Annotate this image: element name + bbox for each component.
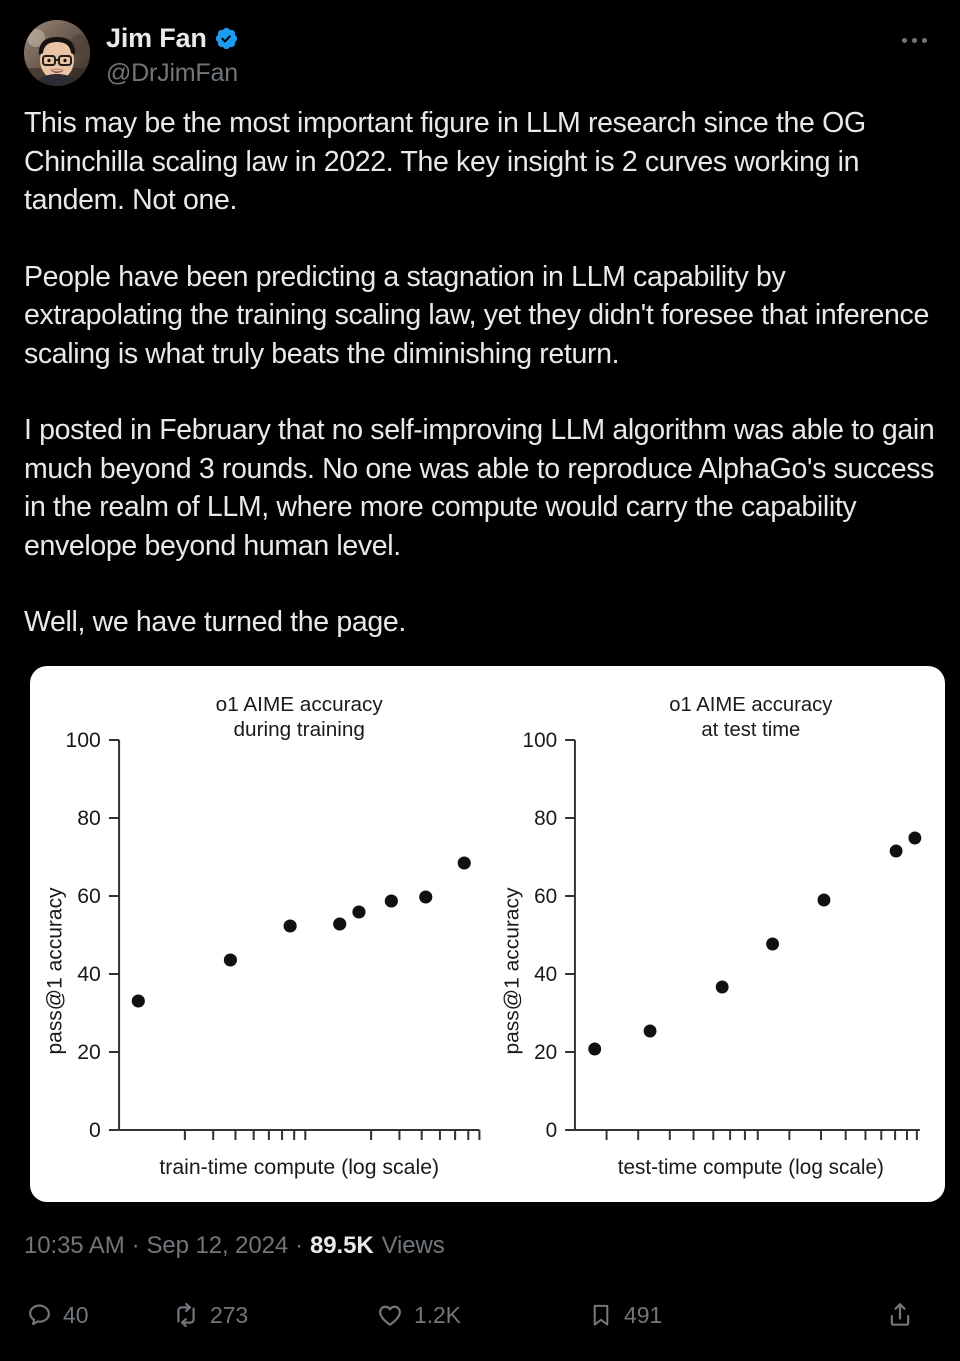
more-dot [921,37,927,43]
data-point [643,1024,656,1037]
y-tick-60: 60 [77,885,101,908]
data-point [889,844,903,857]
bookmark-icon [593,1304,609,1326]
like-count: 1.2K [414,1301,461,1328]
y-axis: 100 80 60 40 20 0 [522,728,576,1142]
more-options-button[interactable] [892,26,936,54]
author-handle[interactable]: @DrJimFan [106,59,238,87]
data-point [283,919,297,932]
charts-container: o1 AIME accuracy during training pass@1 … [30,666,945,1202]
meta-separator: · [295,1231,304,1259]
retweet-icon [177,1302,195,1328]
tweet-header: Jim Fan @DrJimFan [0,0,960,100]
chart-test-time-svg: o1 AIME accuracy at test time pass@1 acc… [500,693,921,1179]
y-tick-0: 0 [89,1119,101,1142]
data-point [333,917,347,930]
chart-train-time-svg: o1 AIME accuracy during training pass@1 … [43,693,481,1179]
chart-ylabel: pass@1 accuracy [500,886,523,1054]
chart-title-line1: o1 AIME accuracy [669,693,833,715]
verified-badge-icon [215,27,237,49]
tweet-paragraph-3: I posted in February that no self-improv… [24,414,935,562]
chart-title-line1: o1 AIME accuracy [216,693,384,716]
y-tick-100: 100 [522,728,557,751]
scatter-points [587,831,921,1055]
tweet-time: 10:35 AM [24,1231,125,1259]
scatter-points [131,856,471,1007]
share-icon [890,1303,910,1326]
data-point [131,994,145,1007]
author-name-row[interactable]: Jim Fan [106,22,239,54]
bookmark-button[interactable]: 491 [588,1302,788,1329]
tweet-meta: 10:35 AM · Sep 12, 2024 · 89.5K Views [0,1230,960,1262]
chart-xlabel: test-time compute (log scale) [617,1155,883,1178]
y-tick-20: 20 [77,1041,101,1064]
chart-title-line2: at test time [701,718,800,740]
data-point [223,953,237,966]
tweet-action-bar: 40 273 1.2K 491 [0,1287,960,1343]
reply-count: 40 [63,1301,89,1328]
data-point [419,890,433,903]
tweet-paragraph-1: This may be the most important figure in… [24,107,866,216]
more-dot [901,37,907,43]
like-button[interactable]: 1.2K [376,1301,588,1329]
views-count: 89.5K [310,1231,374,1259]
chart-xlabel: train-time compute (log scale) [159,1156,439,1179]
data-point [765,937,779,950]
heart-icon [379,1305,401,1326]
x-axis: test-time compute (log scale) [574,1128,920,1179]
tweet-media-card[interactable]: o1 AIME accuracy during training pass@1 … [30,665,945,1202]
more-dot [911,37,917,43]
tweet-date: Sep 12, 2024 [146,1231,289,1259]
display-name: Jim Fan [106,23,207,53]
retweet-count: 273 [210,1301,249,1328]
reply-button[interactable]: 40 [26,1302,172,1329]
author-block: Jim Fan @DrJimFan [106,20,239,89]
tweet-text: This may be the most important figure in… [0,104,960,642]
x-axis: train-time compute (log scale) [119,1128,481,1179]
meta-separator: · [131,1231,140,1259]
bookmark-count: 491 [624,1301,663,1328]
y-tick-40: 40 [77,963,101,986]
share-button[interactable] [886,1301,924,1329]
y-axis: 100 80 60 40 20 0 [65,729,121,1142]
retweet-button[interactable]: 273 [172,1301,376,1329]
chart-ylabel: pass@1 accuracy [43,887,66,1055]
avatar-photo [24,20,90,86]
views-label: Views [381,1231,445,1259]
data-point [384,894,398,907]
y-tick-0: 0 [545,1118,557,1141]
tweet-paragraph-2: People have been predicting a stagnation… [24,260,929,370]
data-point [587,1042,601,1055]
y-tick-60: 60 [534,884,557,907]
reply-icon [29,1304,50,1325]
tweet-paragraph-4: Well, we have turned the page. [24,606,406,638]
data-point [907,831,921,844]
y-tick-40: 40 [534,962,557,985]
chart-test-time: o1 AIME accuracy at test time pass@1 acc… [488,666,946,1202]
avatar[interactable] [24,20,90,86]
y-tick-80: 80 [534,806,557,829]
y-tick-100: 100 [65,729,100,752]
data-point [817,893,830,906]
data-point [715,980,729,993]
data-point [352,905,366,918]
y-tick-20: 20 [534,1040,557,1063]
y-tick-80: 80 [77,807,101,830]
chart-train-time: o1 AIME accuracy during training pass@1 … [30,666,488,1202]
data-point [457,856,471,869]
chart-title-line2: during training [234,718,365,741]
